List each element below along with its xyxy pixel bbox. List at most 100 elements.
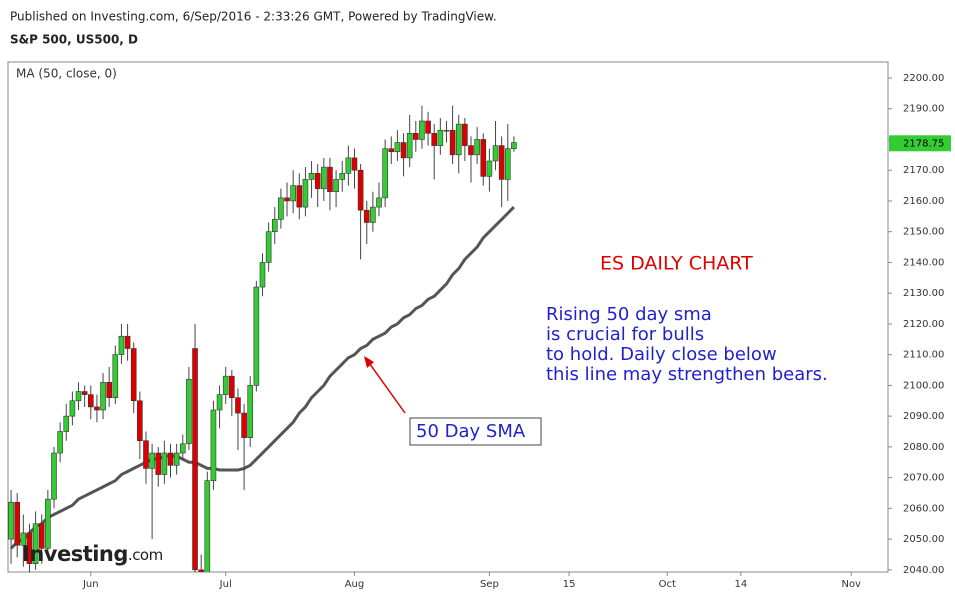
logo-main: Investing [22,542,128,566]
note-line: to hold. Daily close below [546,344,777,365]
candle-body [498,145,505,180]
candle-body [75,391,82,402]
candle-body [259,262,266,288]
candle-body [314,172,321,189]
candle-body [81,391,88,395]
y-tick-label: 2140.00 [903,257,944,268]
candle-body [431,133,438,146]
candle-body [284,197,290,202]
last-price-tag [889,135,951,152]
plot-area [8,105,517,572]
subtitle: Published on Investing.com, 6/Sep/2016 -… [10,10,497,24]
x-tick-label: Aug [345,579,365,590]
logo-suffix: .com [128,546,163,564]
candle-body [167,452,174,466]
candle-body [186,378,192,445]
y-tick-label: 2110.00 [903,350,944,361]
candle-body [179,443,186,454]
candle-body [235,397,241,414]
y-tick-label: 2130.00 [903,288,944,299]
y-tick-label: 2170.00 [903,165,944,176]
candle-body [351,157,358,171]
candle-body [339,172,346,180]
plot-frame [7,61,889,573]
candle-body [100,382,106,411]
candle-body [106,382,112,398]
candle-body [388,148,395,153]
last-price-label: 2178.75 [903,138,944,149]
candle-body [296,185,303,208]
candle-body [511,142,517,149]
x-tick-label: Jul [219,579,232,590]
x-tick-label: Oct [659,579,676,590]
candle-body [210,409,217,481]
candle-body [419,120,425,140]
candle-body [229,375,235,398]
y-tick-label: 2070.00 [903,473,944,484]
candle-body [38,523,45,549]
candle-body [271,219,278,232]
candle-body [265,231,272,263]
candle-body [57,431,63,454]
candle-body [437,129,444,146]
indicator-label: MA (50, close, 0) [16,67,117,81]
sma-label: 50 Day SMA [416,421,526,442]
y-tick-label: 2150.00 [903,227,944,238]
candle-body [173,452,180,466]
candle-body [20,532,27,546]
x-tick-label: Sep [480,579,499,590]
candle-body [363,209,370,223]
candle-body [51,452,57,500]
candle-body [161,452,168,475]
candle-body [247,385,254,438]
candle-body [222,375,229,395]
candle-body [130,348,137,402]
candle-body [345,157,352,174]
note-line: is crucial for bulls [546,324,704,345]
y-tick-label: 2040.00 [903,565,944,576]
candle-body [155,452,162,475]
logo: Investing.com [22,542,163,566]
candle-body [26,532,33,564]
candle-body [376,197,382,208]
candle-body [192,348,198,571]
candle-body [253,286,260,386]
candle-body [492,145,499,162]
candle-body [198,569,204,572]
candle-body [14,501,20,546]
candle-body [87,394,94,408]
candle-body [406,133,413,159]
candle-body [63,415,70,432]
candle-body [468,145,474,156]
y-tick-label: 2100.00 [903,380,944,391]
y-tick-label: 2200.00 [903,73,944,84]
candle-body [45,498,51,549]
y-tick-label: 2120.00 [903,319,944,330]
candle-body [278,197,284,220]
candle-body [302,179,309,208]
candle-body [149,452,155,469]
candle-body [382,148,388,199]
candle-body [400,142,407,159]
candle-body [118,335,125,355]
candle-body [321,166,327,189]
x-tick-label: 14 [734,579,747,590]
candle-body [480,139,487,177]
candle-body [327,166,333,193]
candle-body [486,160,493,177]
candle-body [333,179,339,193]
candle-body [32,523,39,564]
candle-body [112,354,119,398]
ma-line [10,206,515,550]
y-tick-label: 2190.00 [903,104,944,115]
candle-body [124,335,131,349]
y-tick-label: 2060.00 [903,503,944,514]
candle-body [94,406,100,411]
candle-body [8,501,14,540]
annotation-arrow [366,359,406,414]
candle-body [370,206,376,223]
candle-body [425,120,431,134]
candle-body [69,400,76,417]
